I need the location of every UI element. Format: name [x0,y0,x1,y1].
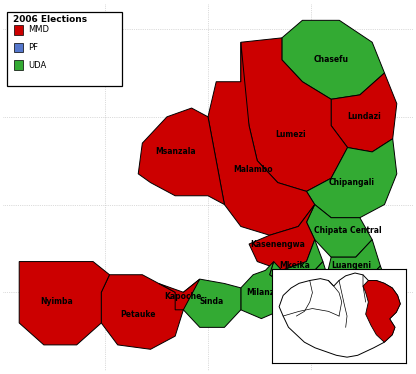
Polygon shape [159,279,200,310]
Text: Kapoche: Kapoche [165,292,202,301]
Text: Msanzala: Msanzala [155,147,196,156]
Polygon shape [331,73,397,152]
Polygon shape [307,205,372,257]
Text: 2006 Elections: 2006 Elections [13,15,87,24]
Text: Kasenengwa: Kasenengwa [250,239,305,248]
Polygon shape [249,205,315,270]
Text: Milanzi: Milanzi [246,288,277,297]
Text: Petauke: Petauke [121,310,156,319]
Polygon shape [241,261,282,319]
Text: Lundazi: Lundazi [347,112,381,121]
Bar [14,25,23,35]
Text: PF: PF [28,43,38,52]
Polygon shape [335,266,389,306]
Text: MMD: MMD [28,25,49,34]
Text: Vubwi: Vubwi [347,288,373,297]
Text: Chasefu: Chasefu [314,55,349,64]
Text: UDA: UDA [28,61,47,70]
Text: Sinda: Sinda [200,297,224,306]
Text: Lumezi: Lumezi [275,130,305,139]
Polygon shape [282,20,384,99]
Text: Chadiza: Chadiza [293,292,328,301]
Polygon shape [270,240,323,283]
Bar [7,12,122,86]
Text: Mkeika: Mkeika [279,261,310,270]
Polygon shape [208,42,315,235]
Polygon shape [363,280,400,342]
Polygon shape [241,38,347,191]
Polygon shape [101,275,183,349]
Polygon shape [307,139,397,218]
Text: Malambo: Malambo [233,165,273,174]
Text: Nyimba: Nyimba [40,297,72,306]
Polygon shape [278,261,335,319]
Text: Luangeni: Luangeni [332,261,371,270]
Polygon shape [138,108,224,205]
Bar [14,43,23,52]
Bar [14,60,23,70]
Polygon shape [279,273,400,357]
Text: Chipangali: Chipangali [329,178,375,187]
Polygon shape [327,240,380,288]
Polygon shape [19,261,109,345]
Polygon shape [183,279,241,327]
Text: Chipata Central: Chipata Central [314,226,381,235]
